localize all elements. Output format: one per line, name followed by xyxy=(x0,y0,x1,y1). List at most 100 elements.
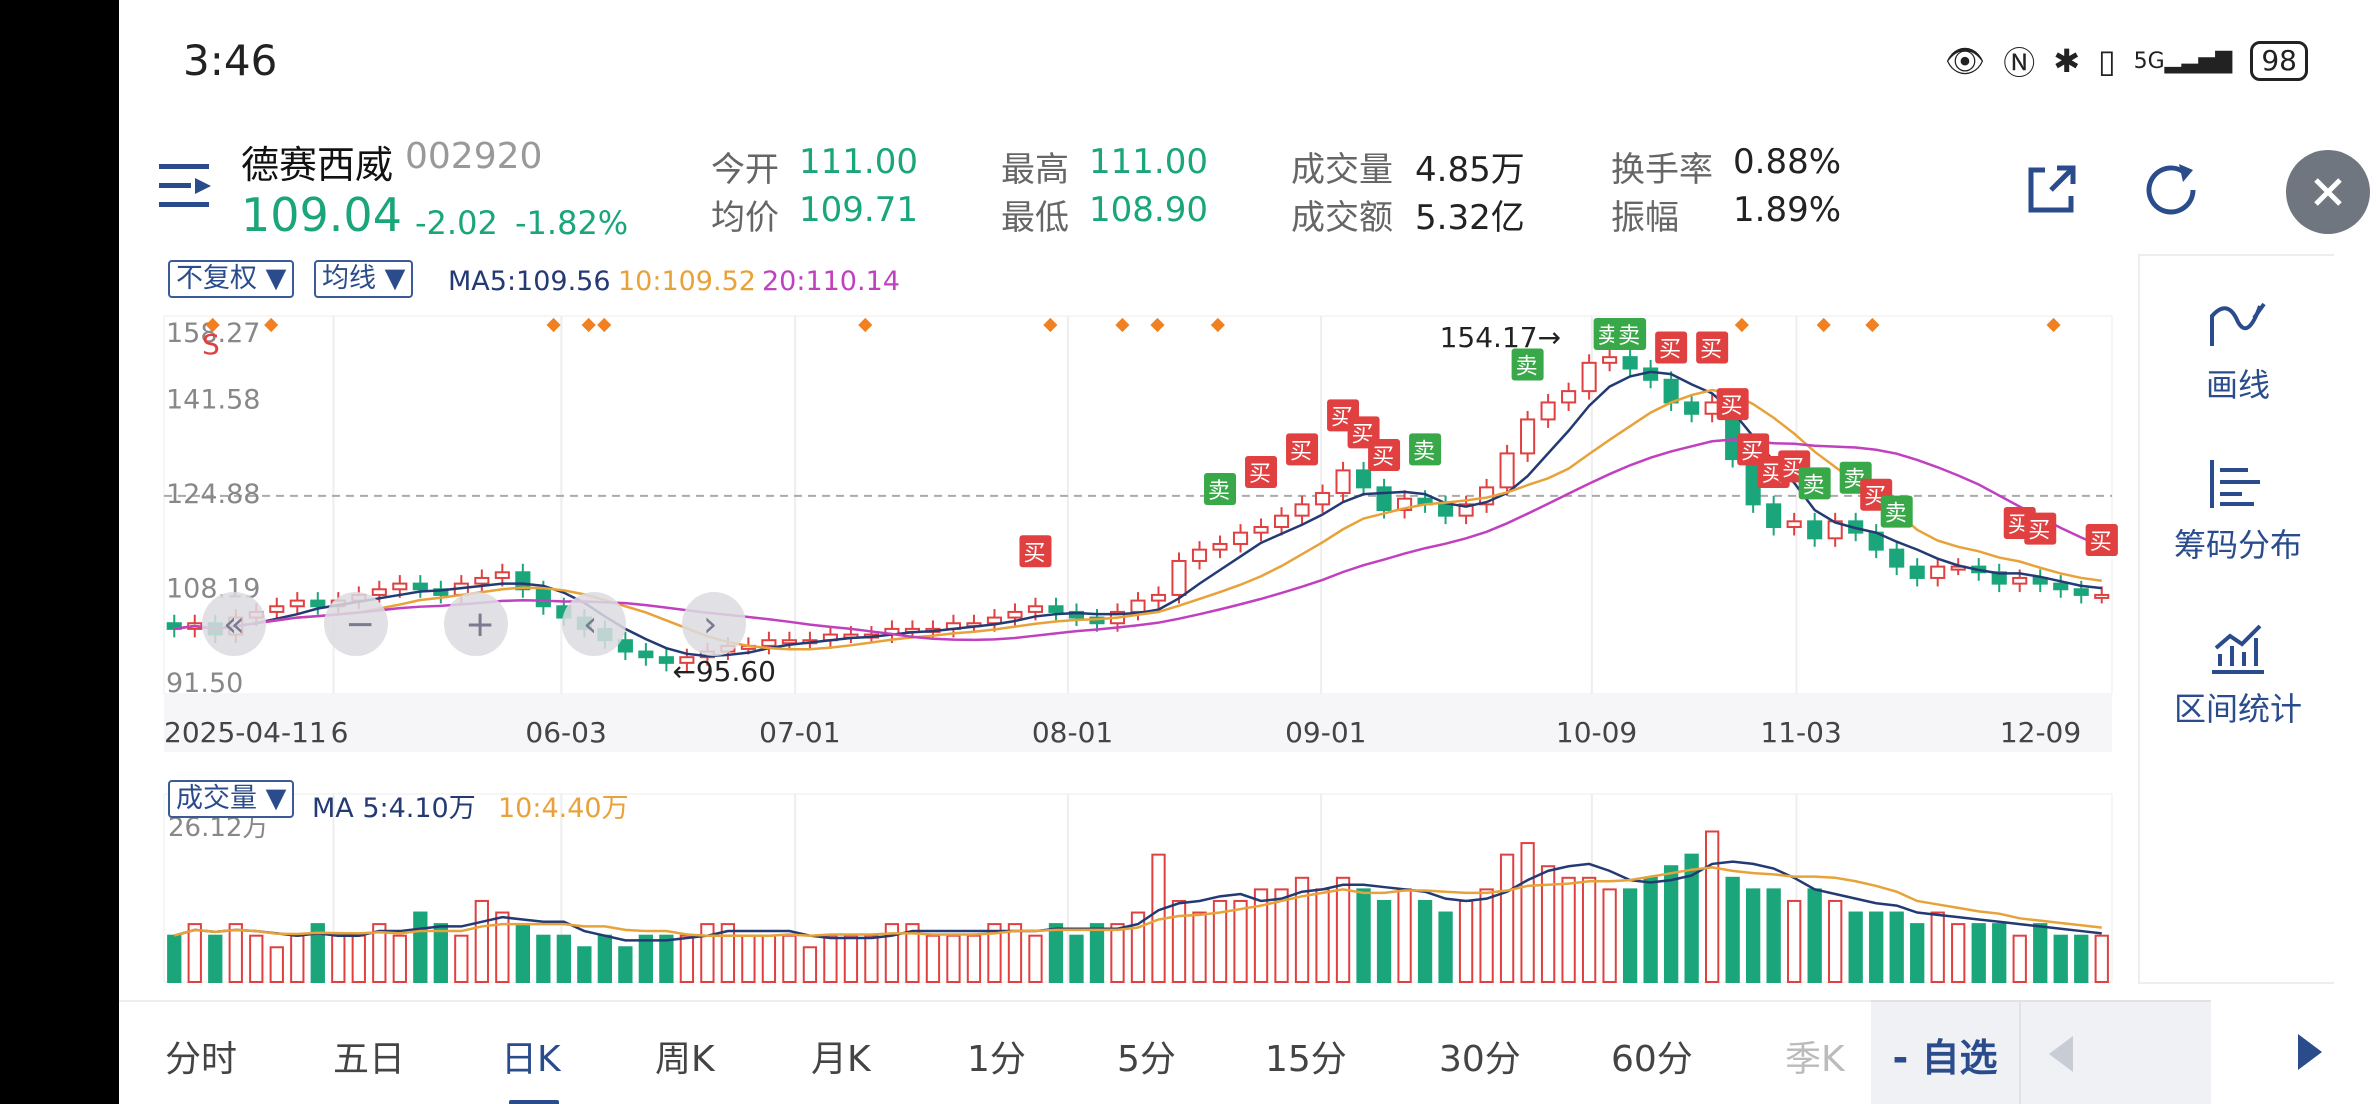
candle xyxy=(1684,401,1700,415)
watchlist-button[interactable]: - 自选 xyxy=(1871,1002,2021,1104)
tab-5day[interactable]: 五日 xyxy=(333,1039,406,1080)
prev-stock-icon[interactable] xyxy=(2041,1032,2081,1076)
volume-bar xyxy=(1417,899,1433,984)
candle xyxy=(1048,605,1064,613)
candle xyxy=(1150,593,1167,602)
stat-value: 109.71 xyxy=(799,190,918,230)
tab-quarterly[interactable]: 季K xyxy=(1785,1039,1845,1080)
tab-60min[interactable]: 60分 xyxy=(1611,1039,1693,1080)
volume-bar xyxy=(802,946,818,984)
tab-weekly[interactable]: 周K xyxy=(655,1039,715,1080)
draw-line-icon xyxy=(2210,302,2266,346)
volume-bar xyxy=(1397,888,1412,983)
volume-bar xyxy=(1253,888,1269,983)
candle xyxy=(2073,588,2089,596)
event-dot xyxy=(597,317,612,333)
screen-edge xyxy=(0,0,119,1104)
vol-ma10-legend: 10:4.40万 xyxy=(498,793,629,824)
volume-bar xyxy=(659,934,674,984)
tab-timeshare[interactable]: 分时 xyxy=(165,1039,238,1080)
menu-collapse-icon[interactable] xyxy=(157,156,213,216)
stat-label: 最低 xyxy=(1001,198,1069,238)
trade-badge xyxy=(2024,512,2057,545)
trade-badge xyxy=(1245,456,1278,489)
tab-1min[interactable]: 1分 xyxy=(967,1039,1026,1080)
share-icon[interactable] xyxy=(2011,150,2091,230)
candle xyxy=(1499,452,1515,489)
x-tick-label: 11-03 xyxy=(1760,716,1841,749)
volume-bar xyxy=(413,911,428,984)
candle xyxy=(1273,514,1290,528)
volume-bar xyxy=(1233,899,1248,984)
volume-bar xyxy=(987,923,1002,984)
volume-bar xyxy=(1315,888,1330,983)
status-bar: 3:46 👁 Ⓝ ✱ ▯ 5G▂▃▅▇ 98 xyxy=(119,0,2376,120)
candle xyxy=(1909,565,1925,579)
trade-badge xyxy=(1655,331,1688,364)
volume-select[interactable]: 成交量 ▼ xyxy=(168,780,295,818)
volume-bar xyxy=(761,934,777,984)
x-tick-label: 06-03 xyxy=(525,716,606,749)
trade-badge-label: 卖 xyxy=(1885,502,1907,527)
volume-bar xyxy=(167,934,182,984)
close-button[interactable] xyxy=(2286,150,2370,234)
volume-bar xyxy=(1930,911,1945,984)
candle xyxy=(1663,378,1679,404)
candle xyxy=(1253,525,1269,534)
chip-distribution-icon xyxy=(2210,460,2260,508)
chip-distribution-label: 筹码分布 xyxy=(2173,526,2302,564)
chip-distribution-button[interactable]: 筹码分布 xyxy=(2140,456,2336,566)
tab-daily[interactable]: 日K xyxy=(501,1039,561,1080)
draw-line-button[interactable]: 画线 xyxy=(2140,296,2336,406)
volume-bar xyxy=(1787,899,1802,984)
chart-nav-button xyxy=(324,592,388,656)
indicator-select[interactable]: 均线 ▼ xyxy=(314,260,414,298)
trade-badge-label: 买 xyxy=(1023,541,1045,566)
candle xyxy=(1212,542,1228,551)
chart-nav-button xyxy=(444,592,508,656)
candle xyxy=(1581,361,1597,393)
tab-15min[interactable]: 15分 xyxy=(1265,1039,1347,1080)
ma5-legend: MA5:109.56 xyxy=(448,266,611,297)
trade-badge xyxy=(1204,473,1237,506)
volume-bar xyxy=(1007,923,1023,984)
trade-badge xyxy=(2085,523,2118,556)
event-dot xyxy=(1816,317,1831,333)
range-stats-label: 区间统计 xyxy=(2173,690,2302,728)
y-tick-label: 124.88 xyxy=(166,479,260,510)
candle xyxy=(392,582,408,591)
tab-monthly[interactable]: 月K xyxy=(811,1039,871,1080)
trade-badge-label: 卖 xyxy=(1208,479,1230,504)
volume-bar xyxy=(1028,934,1043,984)
volume-bar xyxy=(700,923,715,984)
tab-5min[interactable]: 5分 xyxy=(1117,1039,1176,1080)
volume-bar xyxy=(2074,934,2089,984)
range-stats-button[interactable]: 区间统计 xyxy=(2140,620,2336,730)
price-change: -2.02 xyxy=(415,204,498,242)
volume-bar xyxy=(1725,876,1740,983)
trade-badge xyxy=(1716,388,1749,421)
trade-badge xyxy=(1019,535,1052,568)
candle xyxy=(1622,356,1638,370)
volume-bar xyxy=(946,934,961,984)
adjust-select[interactable]: 不复权 ▼ xyxy=(168,260,295,298)
trade-badge xyxy=(1409,433,1442,466)
stat-label: 最高 xyxy=(1001,150,1069,190)
vol-ma10-line xyxy=(173,866,2102,937)
candle xyxy=(679,656,695,664)
refresh-icon[interactable] xyxy=(2131,150,2211,230)
volume-bar xyxy=(351,934,366,984)
candle xyxy=(1807,520,1823,540)
eye-icon: 👁 xyxy=(1944,42,1986,80)
trade-badge-label: 买 xyxy=(1659,337,1681,362)
volume-bar xyxy=(310,923,325,984)
x-tick-label: 6 xyxy=(331,716,349,749)
candle xyxy=(412,582,428,591)
tab-30min[interactable]: 30分 xyxy=(1439,1039,1521,1080)
chart-nav-button xyxy=(202,592,266,656)
candle xyxy=(1438,503,1454,517)
next-stock-icon[interactable] xyxy=(2290,1030,2330,1074)
event-dot xyxy=(1210,317,1225,333)
volume-bar xyxy=(515,923,530,984)
